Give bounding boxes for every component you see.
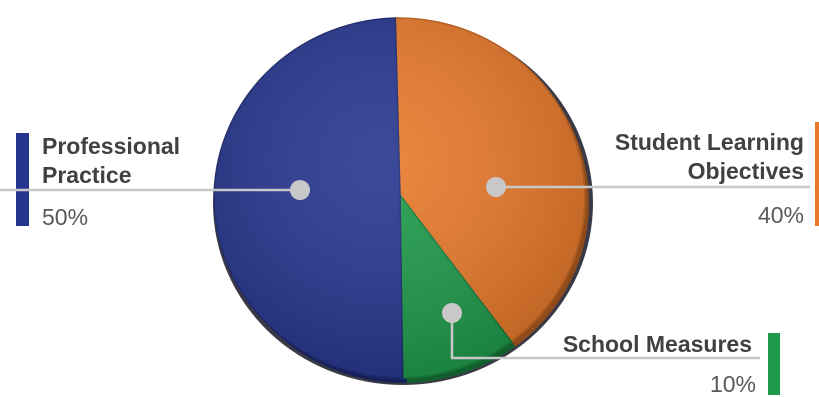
slo-leader-dot xyxy=(486,177,506,197)
professional-color-bar xyxy=(16,133,29,226)
professional-leader-dot xyxy=(290,180,310,200)
pie-slice-professional xyxy=(213,17,404,379)
slo-title-line-2: Objectives xyxy=(688,158,804,184)
label-student-learning-objectives: Student Learning Objectives 40% xyxy=(486,122,819,228)
slo-percent: 40% xyxy=(758,202,804,228)
label-professional-practice: Professional Practice 50% xyxy=(0,133,310,230)
label-school-measures: School Measures 10% xyxy=(442,303,780,397)
professional-title-line-1: Professional xyxy=(42,133,180,159)
slo-title-line-1: Student Learning xyxy=(615,129,804,155)
school-title: School Measures xyxy=(563,331,752,357)
school-color-bar xyxy=(768,333,780,395)
school-leader-line xyxy=(450,313,760,360)
school-percent: 10% xyxy=(710,371,756,397)
slo-color-bar xyxy=(815,122,819,226)
professional-title-line-2: Practice xyxy=(42,162,132,188)
school-leader-dot xyxy=(442,303,462,323)
professional-percent: 50% xyxy=(42,204,88,230)
